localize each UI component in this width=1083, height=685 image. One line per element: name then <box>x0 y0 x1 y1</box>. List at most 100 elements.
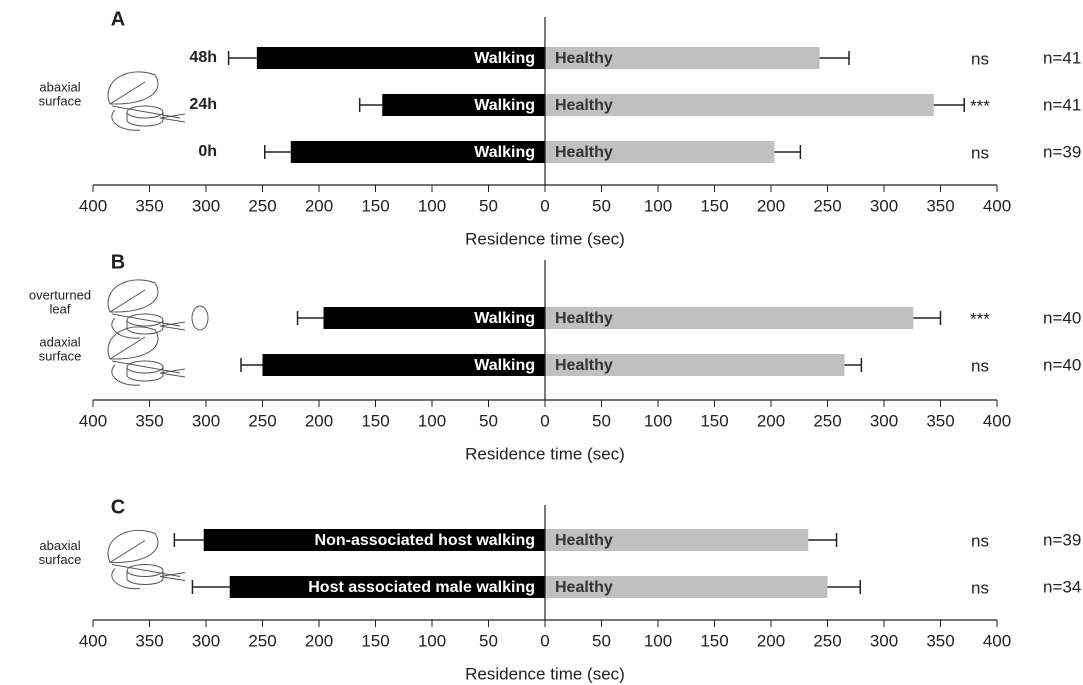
x-tick-label: 350 <box>926 631 954 650</box>
x-tick-label: 150 <box>361 196 389 215</box>
x-tick-label: 350 <box>926 196 954 215</box>
x-tick-label: 250 <box>813 196 841 215</box>
x-tick-label: 50 <box>479 631 498 650</box>
x-tick-label: 300 <box>192 411 220 430</box>
leaf-icon <box>108 280 158 312</box>
x-tick-label: 200 <box>757 631 785 650</box>
significance: *** <box>970 96 990 115</box>
x-tick-label: 200 <box>305 196 333 215</box>
n-label: n=40 <box>1043 355 1081 374</box>
flip-icon <box>192 306 208 330</box>
panel-label: A <box>111 8 125 30</box>
significance: ns <box>971 49 989 68</box>
x-tick-label: 250 <box>248 411 276 430</box>
icon-label: adaxial <box>39 334 80 349</box>
x-tick-label: 150 <box>361 631 389 650</box>
n-label: n=41 <box>1043 48 1081 67</box>
x-tick-label: 0 <box>540 631 549 650</box>
significance: ns <box>971 531 989 550</box>
bar-label: Walking <box>474 97 535 114</box>
x-tick-label: 250 <box>813 411 841 430</box>
x-axis-label: Residence time (sec) <box>465 229 625 248</box>
n-label: n=34 <box>1043 577 1081 596</box>
x-tick-label: 150 <box>700 631 728 650</box>
x-axis-label: Residence time (sec) <box>465 664 625 683</box>
x-tick-label: 100 <box>644 631 672 650</box>
icon-label: leaf <box>50 301 71 316</box>
x-tick-label: 400 <box>983 411 1011 430</box>
x-tick-label: 50 <box>479 196 498 215</box>
x-tick-label: 350 <box>135 196 163 215</box>
row-label: 24h <box>189 96 217 113</box>
x-tick-label: 250 <box>813 631 841 650</box>
bar-label: Walking <box>474 144 535 161</box>
n-label: n=40 <box>1043 308 1081 327</box>
icon-label: abaxial <box>39 79 80 94</box>
significance: *** <box>970 309 990 328</box>
bar-label: Host associated male walking <box>308 579 535 596</box>
bar-label: Healthy <box>555 50 613 67</box>
row-label: 0h <box>198 143 217 160</box>
n-label: n=39 <box>1043 142 1081 161</box>
icon-label: abaxial <box>39 538 80 553</box>
x-tick-label: 0 <box>540 411 549 430</box>
panel-label: C <box>111 496 125 518</box>
n-label: n=41 <box>1043 95 1081 114</box>
figure: A 400 350 300 250 200 150 100 50 0 50 100 150 200 250 3… <box>0 0 1083 685</box>
x-tick-label: 100 <box>644 411 672 430</box>
bar-label: Healthy <box>555 97 613 114</box>
n-label: n=39 <box>1043 530 1081 549</box>
x-tick-label: 300 <box>192 196 220 215</box>
bar-label: Walking <box>474 357 535 374</box>
x-tick-label: 50 <box>592 196 611 215</box>
x-tick-label: 50 <box>479 411 498 430</box>
x-tick-label: 50 <box>592 631 611 650</box>
x-tick-label: 400 <box>983 196 1011 215</box>
bar-label: Walking <box>474 50 535 67</box>
x-tick-label: 400 <box>79 411 107 430</box>
x-tick-label: 50 <box>592 411 611 430</box>
bar-label: Healthy <box>555 144 613 161</box>
x-tick-label: 350 <box>926 411 954 430</box>
bar-label: Healthy <box>555 579 613 596</box>
panel-label: B <box>111 251 125 273</box>
bar-label: Non-associated host walking <box>315 532 535 549</box>
x-tick-label: 150 <box>700 411 728 430</box>
x-tick-label: 150 <box>361 411 389 430</box>
x-tick-label: 200 <box>757 411 785 430</box>
icon-label: surface <box>39 93 82 108</box>
x-tick-label: 300 <box>870 411 898 430</box>
icon-label: surface <box>39 552 82 567</box>
significance: ns <box>971 356 989 375</box>
x-tick-label: 350 <box>135 411 163 430</box>
significance: ns <box>971 143 989 162</box>
bar-label: Healthy <box>555 310 613 327</box>
x-tick-label: 300 <box>192 631 220 650</box>
bar-label: Healthy <box>555 357 613 374</box>
x-tick-label: 400 <box>79 631 107 650</box>
icon-label: overturned <box>29 287 91 302</box>
x-tick-label: 400 <box>983 631 1011 650</box>
x-tick-label: 200 <box>305 631 333 650</box>
x-tick-label: 100 <box>644 196 672 215</box>
x-tick-label: 0 <box>540 196 549 215</box>
significance: ns <box>971 578 989 597</box>
x-tick-label: 100 <box>418 631 446 650</box>
x-tick-label: 400 <box>79 196 107 215</box>
x-tick-label: 250 <box>248 196 276 215</box>
x-tick-label: 100 <box>418 196 446 215</box>
x-tick-label: 350 <box>135 631 163 650</box>
bar-label: Healthy <box>555 532 613 549</box>
x-tick-label: 100 <box>418 411 446 430</box>
bar-label: Walking <box>474 310 535 327</box>
leaf-icon <box>108 530 158 562</box>
x-axis-label: Residence time (sec) <box>465 444 625 463</box>
x-tick-label: 150 <box>700 196 728 215</box>
icon-label: surface <box>39 348 82 363</box>
x-tick-label: 300 <box>870 631 898 650</box>
row-label: 48h <box>189 49 217 66</box>
x-tick-label: 200 <box>305 411 333 430</box>
leaf-icon <box>108 72 158 104</box>
x-tick-label: 200 <box>757 196 785 215</box>
x-tick-label: 300 <box>870 196 898 215</box>
